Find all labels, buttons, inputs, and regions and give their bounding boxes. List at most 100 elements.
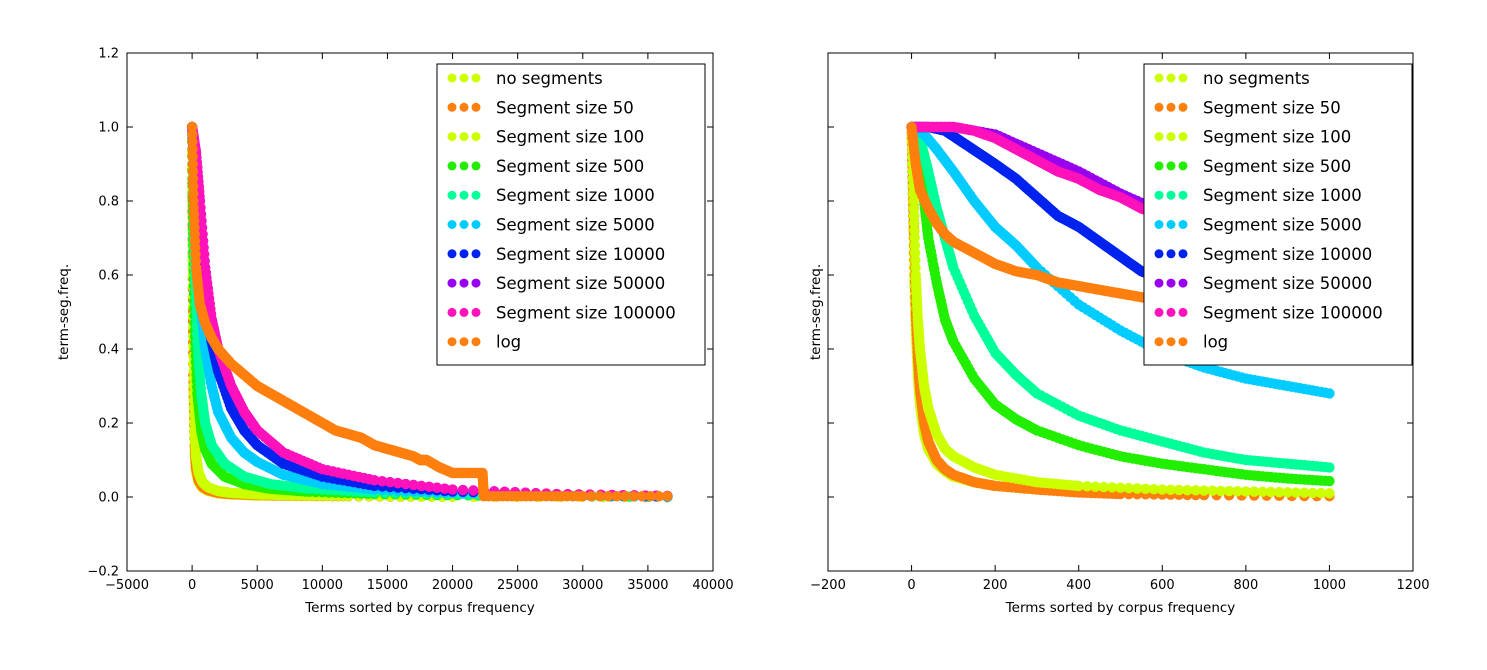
legend-marker: [1166, 337, 1176, 347]
legend-marker: [471, 102, 481, 112]
data-point: [1132, 483, 1143, 494]
data-point: [586, 491, 597, 502]
x-tick-label: 0: [907, 578, 915, 593]
data-point: [431, 482, 443, 493]
data-point: [187, 166, 199, 177]
data-point: [457, 484, 469, 496]
data-point: [908, 195, 919, 207]
legend-marker: [1178, 307, 1188, 317]
legend-entry: Segment size 100: [447, 128, 644, 147]
legend-marker: [1166, 161, 1176, 171]
legend-entry: Segment size 50: [1154, 98, 1341, 117]
legend-marker: [459, 161, 469, 171]
x-tick-label: 20000: [432, 578, 473, 593]
legend-marker: [1154, 278, 1164, 288]
legend-marker: [1178, 161, 1188, 171]
legend-marker: [1166, 249, 1176, 259]
legend-marker: [447, 190, 457, 200]
y-axis-label: term-seg.freq.: [808, 264, 824, 360]
data-point: [1165, 484, 1176, 495]
legend-label: Segment size 500: [1203, 157, 1351, 176]
data-point: [1249, 486, 1260, 497]
legend-marker: [1154, 307, 1164, 317]
x-tick-label: 10000: [302, 578, 343, 593]
series-group: [186, 121, 673, 503]
legend-marker: [1166, 102, 1176, 112]
legend-entry: Segment size 50000: [1154, 274, 1372, 293]
data-point: [392, 477, 404, 489]
legend-marker: [1178, 102, 1188, 112]
data-point: [187, 173, 199, 184]
left-chart: −5000 0 5000 10000 15000 20000 25000 30000 35000…: [56, 47, 734, 617]
x-tick-label: 800: [1233, 578, 1258, 593]
legend-entry: Segment size 5000: [447, 216, 655, 235]
data-point: [909, 232, 920, 244]
data-point: [619, 491, 631, 502]
x-axis-label: Terms sorted by corpus frequency: [304, 600, 535, 616]
data-point: [1157, 484, 1168, 495]
x-tick-label: 600: [1150, 578, 1175, 593]
legend-marker: [1178, 249, 1188, 259]
legend-marker: [1166, 220, 1176, 229]
data-point: [1123, 482, 1135, 494]
legend-marker: [1154, 102, 1164, 112]
x-tick-label: 200: [983, 578, 1008, 593]
axes-frame: [126, 52, 714, 572]
legend-marker: [1154, 337, 1164, 347]
x-tick-label: 1000: [1313, 578, 1346, 593]
legend-marker: [471, 307, 481, 317]
data-point: [653, 491, 665, 502]
data-point: [1223, 485, 1235, 497]
data-point: [187, 151, 198, 162]
legend-marker: [459, 307, 469, 317]
data-point: [1299, 487, 1310, 498]
data-point: [1207, 485, 1218, 496]
legend-label: Segment size 50000: [496, 274, 665, 293]
legend-marker: [471, 220, 481, 229]
data-point: [1198, 485, 1210, 496]
data-point: [1090, 481, 1101, 492]
legend-marker: [471, 337, 481, 347]
data-point: [423, 481, 435, 493]
legend-marker: [447, 337, 457, 347]
data-point: [447, 484, 458, 495]
legend-marker: [459, 102, 469, 112]
y-axis-label: term-seg.freq.: [56, 264, 72, 360]
legend-label: Segment size 1000: [496, 186, 655, 205]
data-point: [1282, 487, 1293, 498]
y-tick-label: 0.8: [98, 195, 119, 210]
legend-label: Segment size 100000: [496, 303, 676, 322]
legend-entry: no segments: [1154, 69, 1310, 88]
data-point: [1290, 487, 1302, 498]
legend-marker: [471, 161, 481, 171]
legend-label: Segment size 100: [496, 128, 644, 147]
x-tick-label: 5000: [241, 578, 274, 593]
legend-marker: [459, 73, 469, 83]
legend-marker: [459, 278, 469, 288]
legend-marker: [471, 73, 481, 83]
data-point: [602, 491, 614, 502]
legend-marker: [1154, 190, 1164, 200]
data-point: [1073, 480, 1084, 492]
data-point: [594, 491, 605, 502]
legend-marker: [1178, 132, 1188, 142]
legend-marker: [1178, 73, 1188, 83]
data-point: [1257, 486, 1268, 498]
legend-entry: Segment size 100: [1154, 128, 1351, 147]
data-point: [1081, 481, 1093, 492]
legend-marker: [447, 73, 457, 83]
legend-marker: [447, 161, 457, 171]
data-point: [1173, 484, 1185, 496]
data-point: [1324, 388, 1335, 399]
data-point: [908, 203, 920, 214]
legend-entry: Segment size 50000: [447, 274, 665, 293]
legend-label: Segment size 50: [1203, 98, 1341, 117]
y-tick-label: 1.2: [98, 47, 119, 62]
legend-label: Segment size 500: [496, 157, 644, 176]
legend-marker: [447, 102, 457, 112]
data-point: [468, 485, 479, 496]
legend-marker: [1166, 132, 1176, 142]
data-point: [1098, 481, 1109, 493]
legend-label: no segments: [496, 69, 603, 88]
data-point: [1148, 484, 1160, 495]
